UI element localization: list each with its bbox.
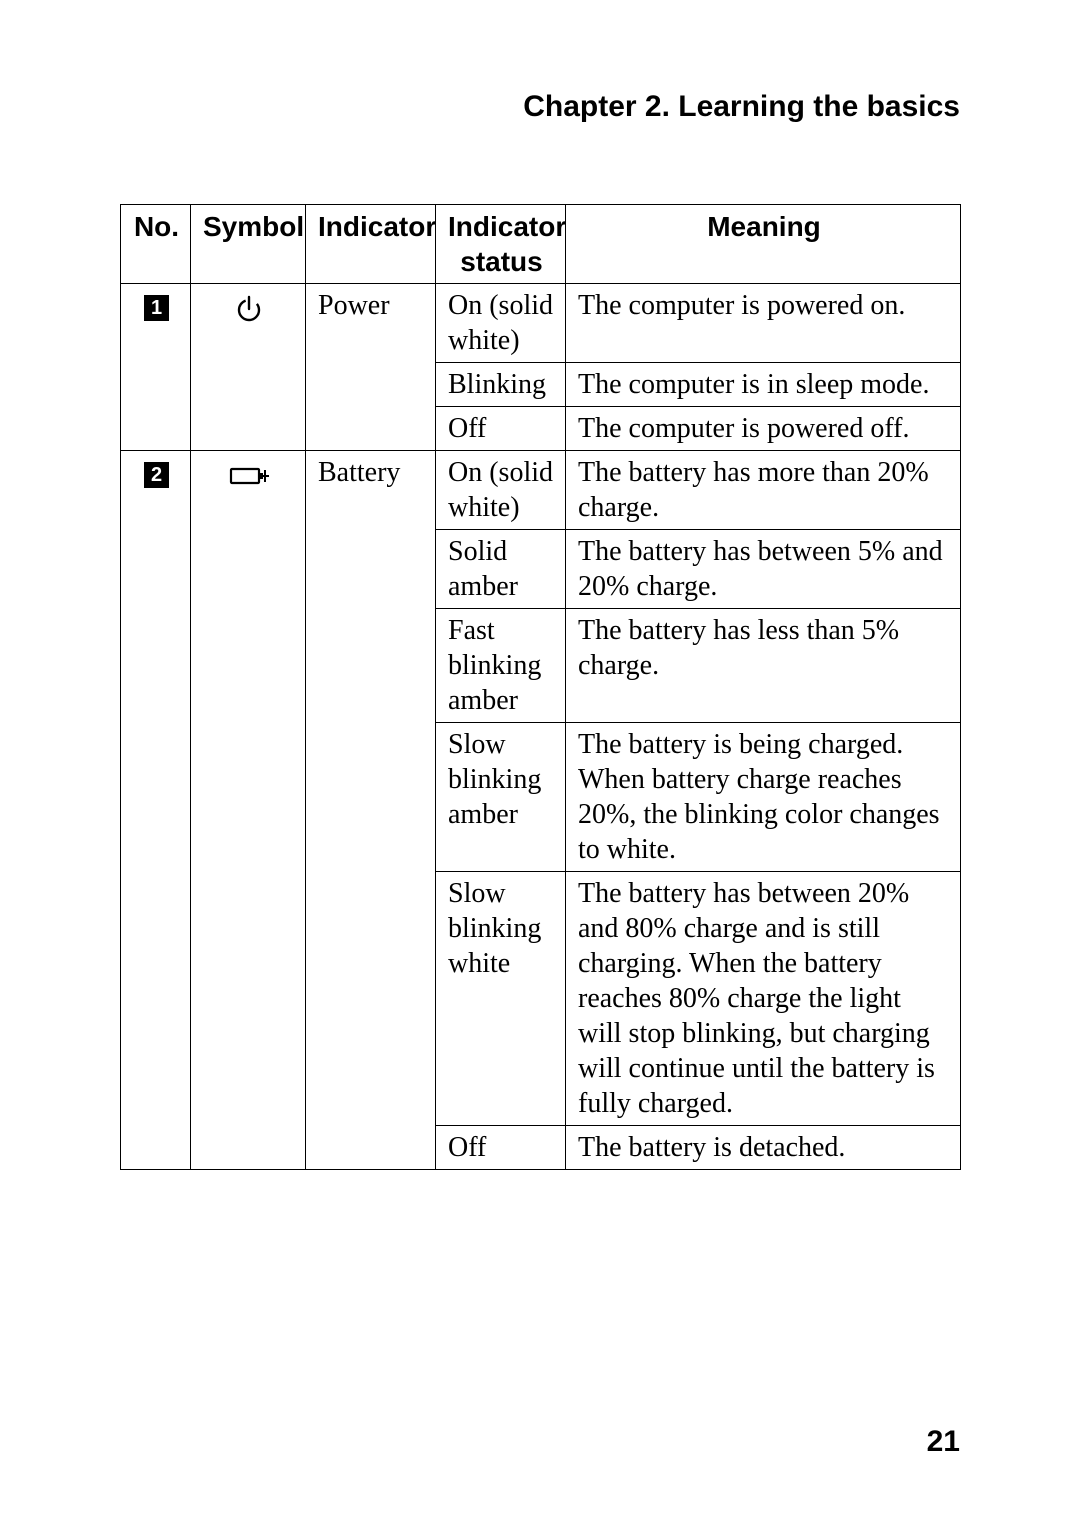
table-header-row: No. Symbol Indicator Indicator status Me… <box>121 205 961 284</box>
meaning-cell: The battery has between 20% and 80% char… <box>566 872 961 1126</box>
meaning-cell: The battery has between 5% and 20% charg… <box>566 530 961 609</box>
chapter-title: Chapter 2. Learning the basics <box>120 90 960 124</box>
meaning-cell: The battery has less than 5% charge. <box>566 609 961 723</box>
page-container: Chapter 2. Learning the basics No. Symbo… <box>0 0 1080 1529</box>
row-number-badge: 1 <box>144 295 169 321</box>
status-cell: Slow blinking amber <box>436 723 566 872</box>
table-row: 1 Power On (solid white) The computer is… <box>121 284 961 363</box>
col-header-meaning: Meaning <box>566 205 961 284</box>
indicator-table: No. Symbol Indicator Indicator status Me… <box>120 204 961 1170</box>
status-cell: Blinking <box>436 363 566 407</box>
no-cell: 2 <box>121 451 191 1170</box>
col-header-indicator: Indicator <box>306 205 436 284</box>
indicator-cell: Battery <box>306 451 436 1170</box>
battery-icon <box>229 461 269 496</box>
status-cell: Off <box>436 1126 566 1170</box>
status-cell: Fast blinking amber <box>436 609 566 723</box>
table-row: 2 Battery On (solid white) The battery h… <box>121 451 961 530</box>
status-cell: On (solid white) <box>436 451 566 530</box>
no-cell: 1 <box>121 284 191 451</box>
meaning-cell: The computer is in sleep mode. <box>566 363 961 407</box>
status-cell: Slow blinking white <box>436 872 566 1126</box>
col-header-no: No. <box>121 205 191 284</box>
status-cell: Off <box>436 407 566 451</box>
col-header-status: Indicator status <box>436 205 566 284</box>
status-cell: On (solid white) <box>436 284 566 363</box>
power-icon <box>234 294 264 333</box>
page-number: 21 <box>927 1425 960 1459</box>
meaning-cell: The computer is powered on. <box>566 284 961 363</box>
symbol-cell <box>191 451 306 1170</box>
col-header-symbol: Symbol <box>191 205 306 284</box>
meaning-cell: The computer is powered off. <box>566 407 961 451</box>
status-cell: Solid amber <box>436 530 566 609</box>
meaning-cell: The battery has more than 20% charge. <box>566 451 961 530</box>
indicator-cell: Power <box>306 284 436 451</box>
symbol-cell <box>191 284 306 451</box>
meaning-cell: The battery is detached. <box>566 1126 961 1170</box>
meaning-cell: The battery is being charged. When batte… <box>566 723 961 872</box>
row-number-badge: 2 <box>144 462 169 488</box>
